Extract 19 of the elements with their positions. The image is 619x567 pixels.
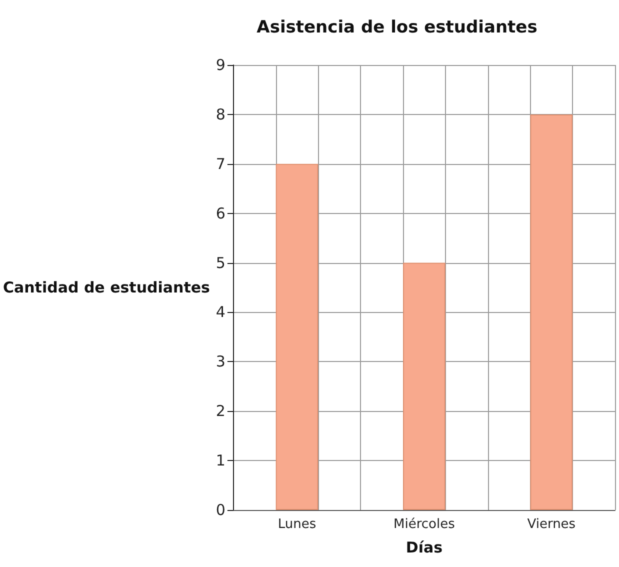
y-tick-label: 6 — [216, 204, 226, 222]
bar — [403, 262, 446, 510]
x-tick-label: Miércoles — [394, 517, 456, 532]
y-axis-title: Cantidad de estudiantes — [3, 278, 210, 296]
bar — [276, 164, 318, 510]
y-tick-label: 8 — [216, 105, 226, 124]
y-tick-label: 5 — [216, 254, 226, 272]
x-axis-title: Días — [406, 538, 443, 556]
y-tick-label: 9 — [216, 56, 226, 74]
y-tick-label: 4 — [216, 303, 226, 322]
bar — [530, 114, 573, 510]
chart-title: Asistencia de los estudiantes — [256, 18, 538, 38]
y-tick-label: 2 — [216, 402, 226, 420]
x-tick-label: Viernes — [527, 517, 576, 532]
y-tick-label: 3 — [216, 352, 226, 371]
x-tick-label: Lunes — [278, 517, 316, 532]
y-tick-label: 1 — [216, 452, 226, 470]
y-tick-label: 7 — [216, 154, 226, 173]
y-tick-label: 0 — [216, 501, 226, 519]
